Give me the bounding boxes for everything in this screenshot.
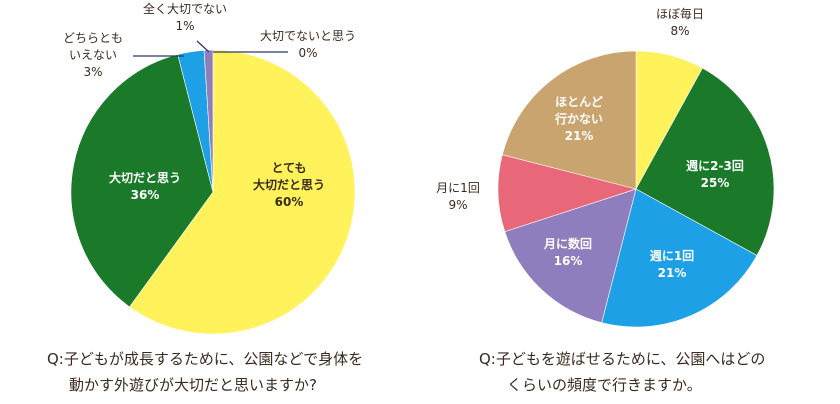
label-value: 60% [274, 195, 304, 209]
label-text: どちらとも [62, 31, 124, 45]
label-text: ほぼ毎日 [655, 7, 705, 21]
label-value: 1% [175, 19, 195, 33]
question-line: 動かす外遊びが大切だと思いますか? [69, 376, 317, 394]
slice-label-weekly-1: 週に1回 21% [650, 248, 694, 282]
label-text: 大切だと思う [252, 178, 326, 192]
label-value: 25% [700, 176, 730, 190]
slice-label-not-important: 大切でないと思う 0% [260, 28, 356, 62]
slice-label-almost-daily: ほぼ毎日 8% [656, 6, 704, 40]
label-value: 16% [553, 254, 583, 268]
right-question: Q:子どもを遊ばせるために、公園へはどの くらいの頻度で行きますか。 [479, 346, 765, 398]
slice-label-neutral: どちらとも いえない 3% [63, 30, 123, 81]
slice-label-very-important: とても 大切だと思う 60% [253, 160, 325, 211]
label-text: 全く大切でない [142, 2, 228, 16]
pie-slice-weekly-2-3 [635, 67, 775, 256]
slice-label-rarely: ほとんど 行かない 21% [555, 94, 603, 145]
slice-label-weekly-2-3: 週に2-3回 25% [686, 158, 744, 192]
pie-slice-rarely [501, 50, 637, 190]
slice-label-important: 大切だと思う 36% [109, 170, 181, 204]
pie-slice-important [70, 54, 214, 308]
label-value: 8% [670, 24, 690, 38]
label-value: 3% [83, 65, 103, 79]
label-text: 月に1回 [436, 181, 480, 195]
left-question: Q:子どもが成長するために、公園などで身体を 動かす外遊びが大切だと思いますか? [47, 346, 363, 398]
label-text: ほとんど [555, 95, 603, 109]
label-value: 0% [298, 46, 318, 60]
right-pie-chart [497, 50, 775, 328]
question-line: くらいの頻度で行きますか。 [507, 376, 702, 394]
question-line: Q:子どもを遊ばせるために、公園へはどの [479, 350, 766, 368]
label-value: 36% [130, 188, 160, 202]
label-text: 週に2-3回 [686, 159, 744, 173]
label-text: 週に1回 [649, 249, 695, 263]
label-text: 大切だと思う [108, 171, 182, 185]
label-text: 行かない [554, 112, 604, 126]
label-value: 9% [448, 198, 468, 212]
slice-label-monthly-few: 月に数回 16% [544, 236, 592, 270]
label-text: とても [271, 161, 307, 175]
label-value: 21% [657, 266, 687, 280]
label-text: いえない [68, 48, 118, 62]
leader-line-not-at-all [196, 40, 210, 53]
pie-slice-monthly-few [504, 188, 637, 324]
left-pie-chart [70, 49, 356, 335]
pie-slice-not-at-all [203, 49, 214, 193]
label-value: 21% [564, 129, 594, 143]
leader-lines [133, 40, 288, 57]
slice-label-not-at-all: 全く大切でない 1% [143, 1, 227, 35]
slice-label-monthly-1: 月に1回 9% [436, 180, 480, 214]
question-line: Q:子どもが成長するために、公園などで身体を [47, 350, 364, 368]
label-text: 月に数回 [543, 237, 593, 251]
pie-slice-very-important [129, 49, 356, 335]
pie-slice-weekly-1 [601, 188, 758, 328]
label-text: 大切でないと思う [259, 29, 357, 43]
